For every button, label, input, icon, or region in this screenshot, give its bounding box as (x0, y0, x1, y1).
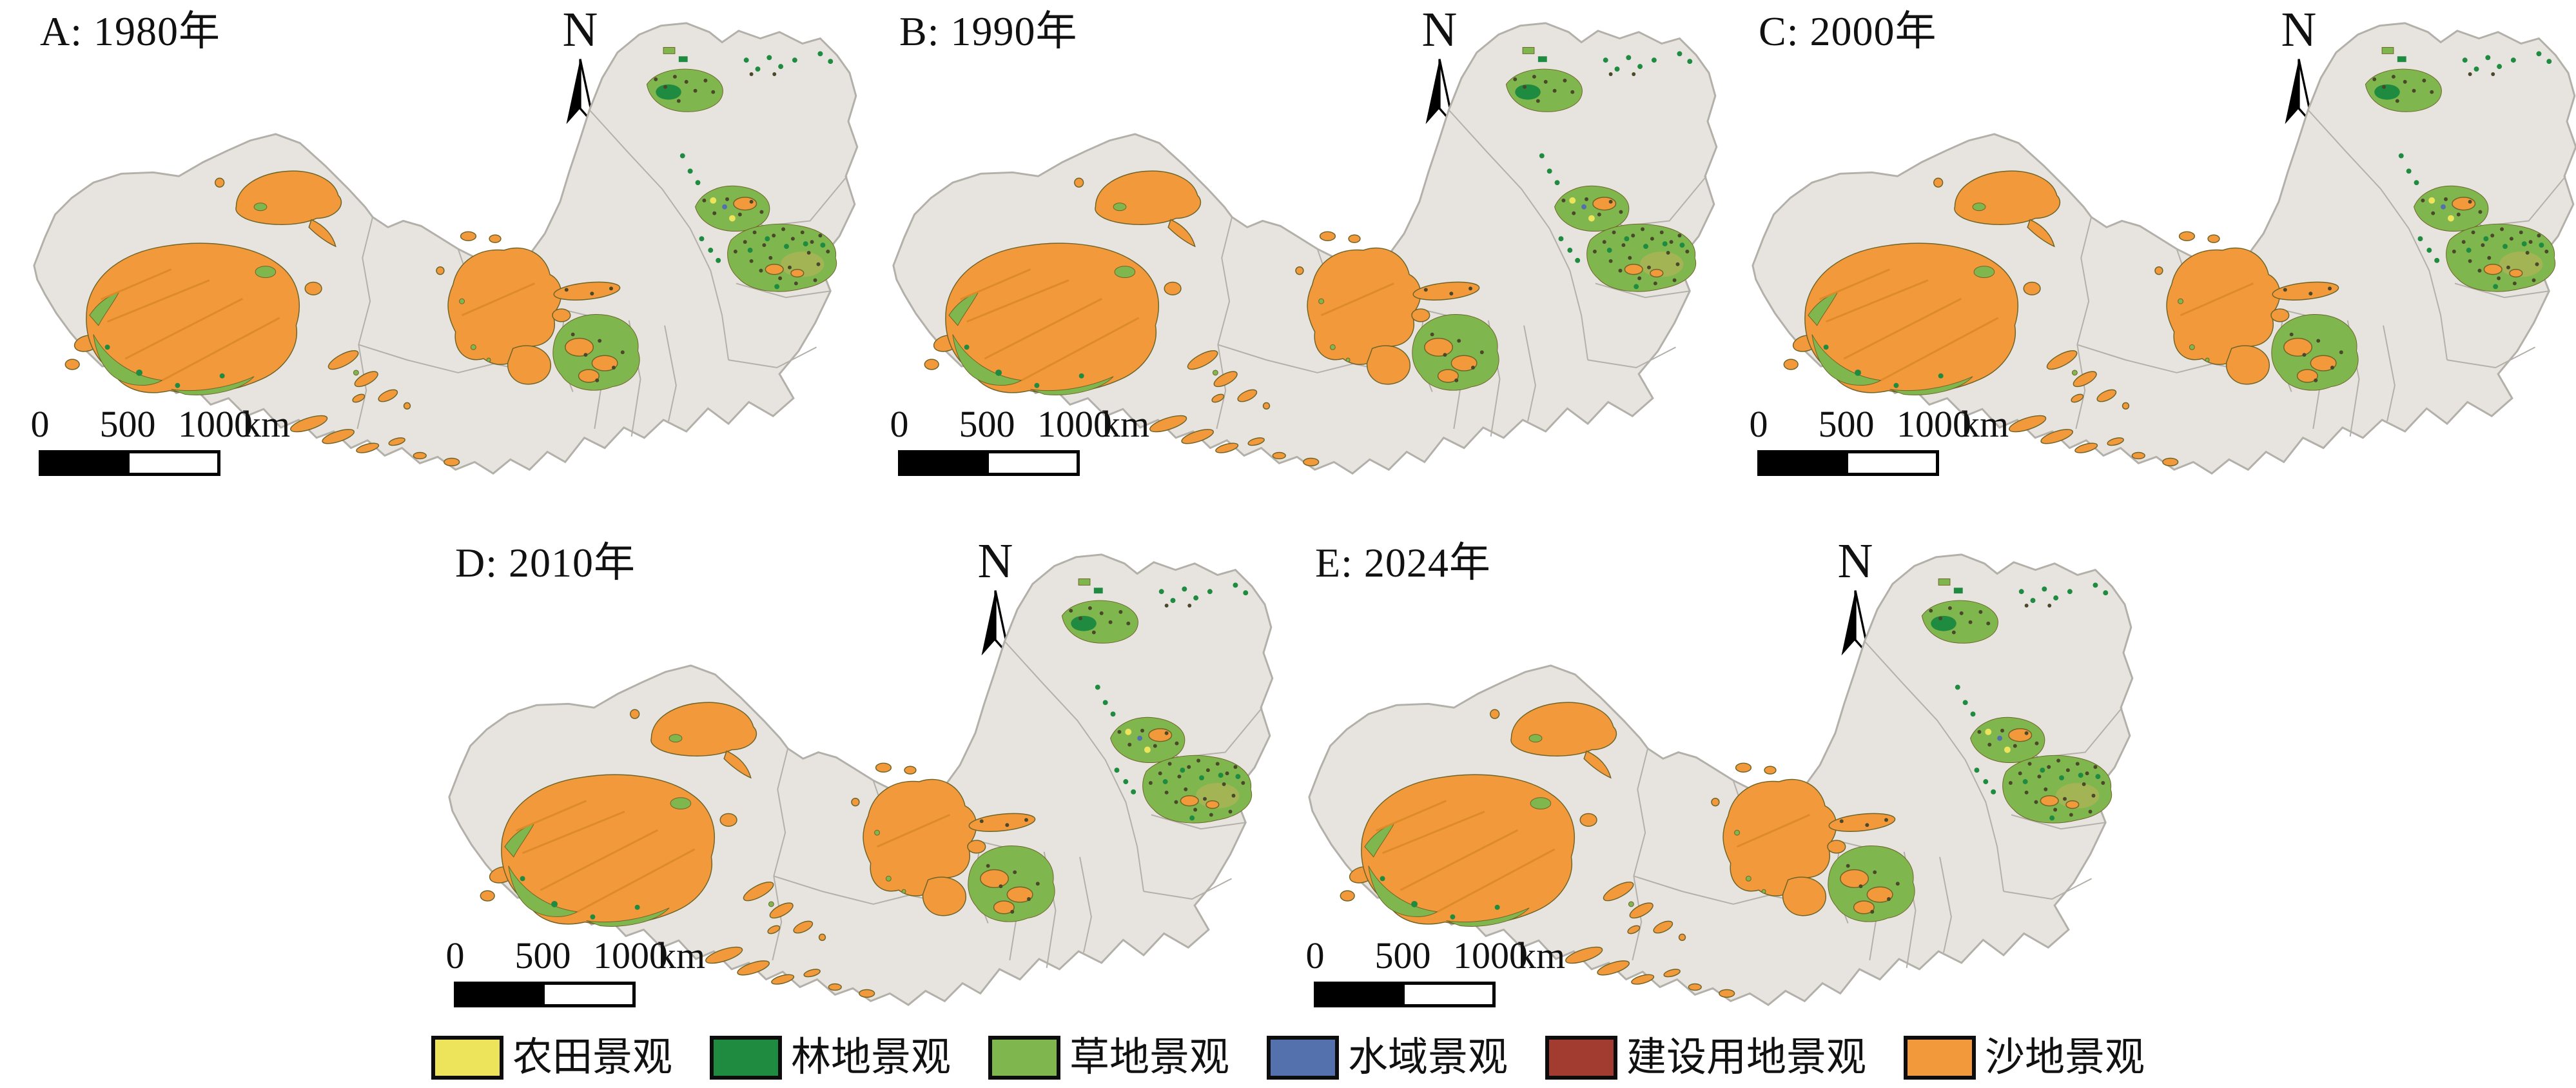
panel-label: D: 2010年 (455, 540, 636, 586)
scale-unit: km (658, 935, 706, 976)
scale-tick: 0 (445, 935, 465, 976)
north-arrow: N (542, 5, 619, 128)
sand-swatch (1904, 1035, 1976, 1080)
scale-tick: 1000 (1453, 935, 1528, 976)
scale-tick: 1000 (1037, 403, 1112, 445)
legend-item-sand: 沙地景观 (1904, 1035, 2145, 1080)
scale-bar-graphic (1314, 982, 1496, 1007)
scale-bar: 0 500 1000 km (875, 402, 1171, 486)
panel-label: C: 2000年 (1759, 8, 1937, 54)
forest-swatch (709, 1035, 782, 1080)
scale-bar: 0 500 1000 km (1291, 934, 1587, 1018)
north-arrow: N (1401, 5, 1478, 128)
scale-bar-graphic (1757, 450, 1939, 476)
scale-unit: km (242, 403, 291, 445)
scale-tick: 0 (1749, 403, 1768, 445)
north-label: N (1837, 534, 1873, 588)
north-label: N (562, 3, 598, 57)
scale-bar-graphic (898, 450, 1080, 476)
panel-label: B: 1990年 (899, 8, 1078, 54)
panel-c-2000: C: 2000年 N 0 500 1000 km (1725, 4, 2576, 513)
scale-tick: 500 (99, 403, 156, 445)
legend-item-farmland: 农田景观 (431, 1035, 672, 1080)
scale-bar-graphic (454, 982, 636, 1007)
grassland-swatch (988, 1035, 1060, 1080)
scale-tick: 1000 (178, 403, 253, 445)
legend-label: 沙地景观 (1985, 1035, 2145, 1080)
panel-a-1980: A: 1980年 N 0 500 1000 km (6, 4, 864, 513)
scale-unit: km (1961, 403, 2009, 445)
panel-label: A: 1980年 (40, 8, 220, 54)
panel-e-2024: E: 2024年 N 0 500 1000 km (1282, 535, 2139, 1045)
north-label: N (1421, 3, 1458, 57)
legend-item-water: 水域景观 (1267, 1035, 1508, 1080)
scale-tick: 500 (514, 935, 571, 976)
legend-item-construction: 建设用地景观 (1545, 1035, 1867, 1080)
north-label: N (2281, 3, 2317, 57)
scale-bar: 0 500 1000 km (431, 934, 727, 1018)
legend-label: 水域景观 (1348, 1035, 1508, 1080)
water-swatch (1267, 1035, 1339, 1080)
scale-tick: 500 (1818, 403, 1875, 445)
panel-d-2010: D: 2010年 N 0 500 1000 km (422, 535, 1279, 1045)
scale-tick: 0 (890, 403, 909, 445)
legend: 农田景观 林地景观 草地景观 水域景观 建设用地景观 沙地景观 (0, 1027, 2576, 1088)
legend-item-grassland: 草地景观 (988, 1035, 1229, 1080)
farmland-swatch (431, 1035, 503, 1080)
scale-tick: 0 (1305, 935, 1325, 976)
legend-label: 农田景观 (512, 1035, 672, 1080)
north-arrow: N (2260, 5, 2337, 128)
scale-tick: 500 (959, 403, 1015, 445)
panel-label: E: 2024年 (1315, 540, 1491, 586)
scale-unit: km (1517, 935, 1566, 976)
construction-swatch (1545, 1035, 1618, 1080)
scale-tick: 0 (30, 403, 50, 445)
scale-tick: 1000 (1897, 403, 1971, 445)
scale-tick: 500 (1374, 935, 1431, 976)
panel-b-1990: B: 1990年 N 0 500 1000 km (866, 4, 1723, 513)
legend-label: 草地景观 (1069, 1035, 1229, 1080)
scale-bar-graphic (39, 450, 220, 476)
legend-label: 建设用地景观 (1626, 1035, 1867, 1080)
north-label: N (977, 534, 1013, 588)
scale-unit: km (1102, 403, 1150, 445)
north-arrow: N (957, 537, 1034, 659)
legend-label: 林地景观 (790, 1035, 951, 1080)
scale-tick: 1000 (593, 935, 668, 976)
legend-item-forest: 林地景观 (709, 1035, 951, 1080)
north-arrow: N (1817, 537, 1894, 659)
scale-bar: 0 500 1000 km (1734, 402, 2031, 486)
scale-bar: 0 500 1000 km (15, 402, 312, 486)
